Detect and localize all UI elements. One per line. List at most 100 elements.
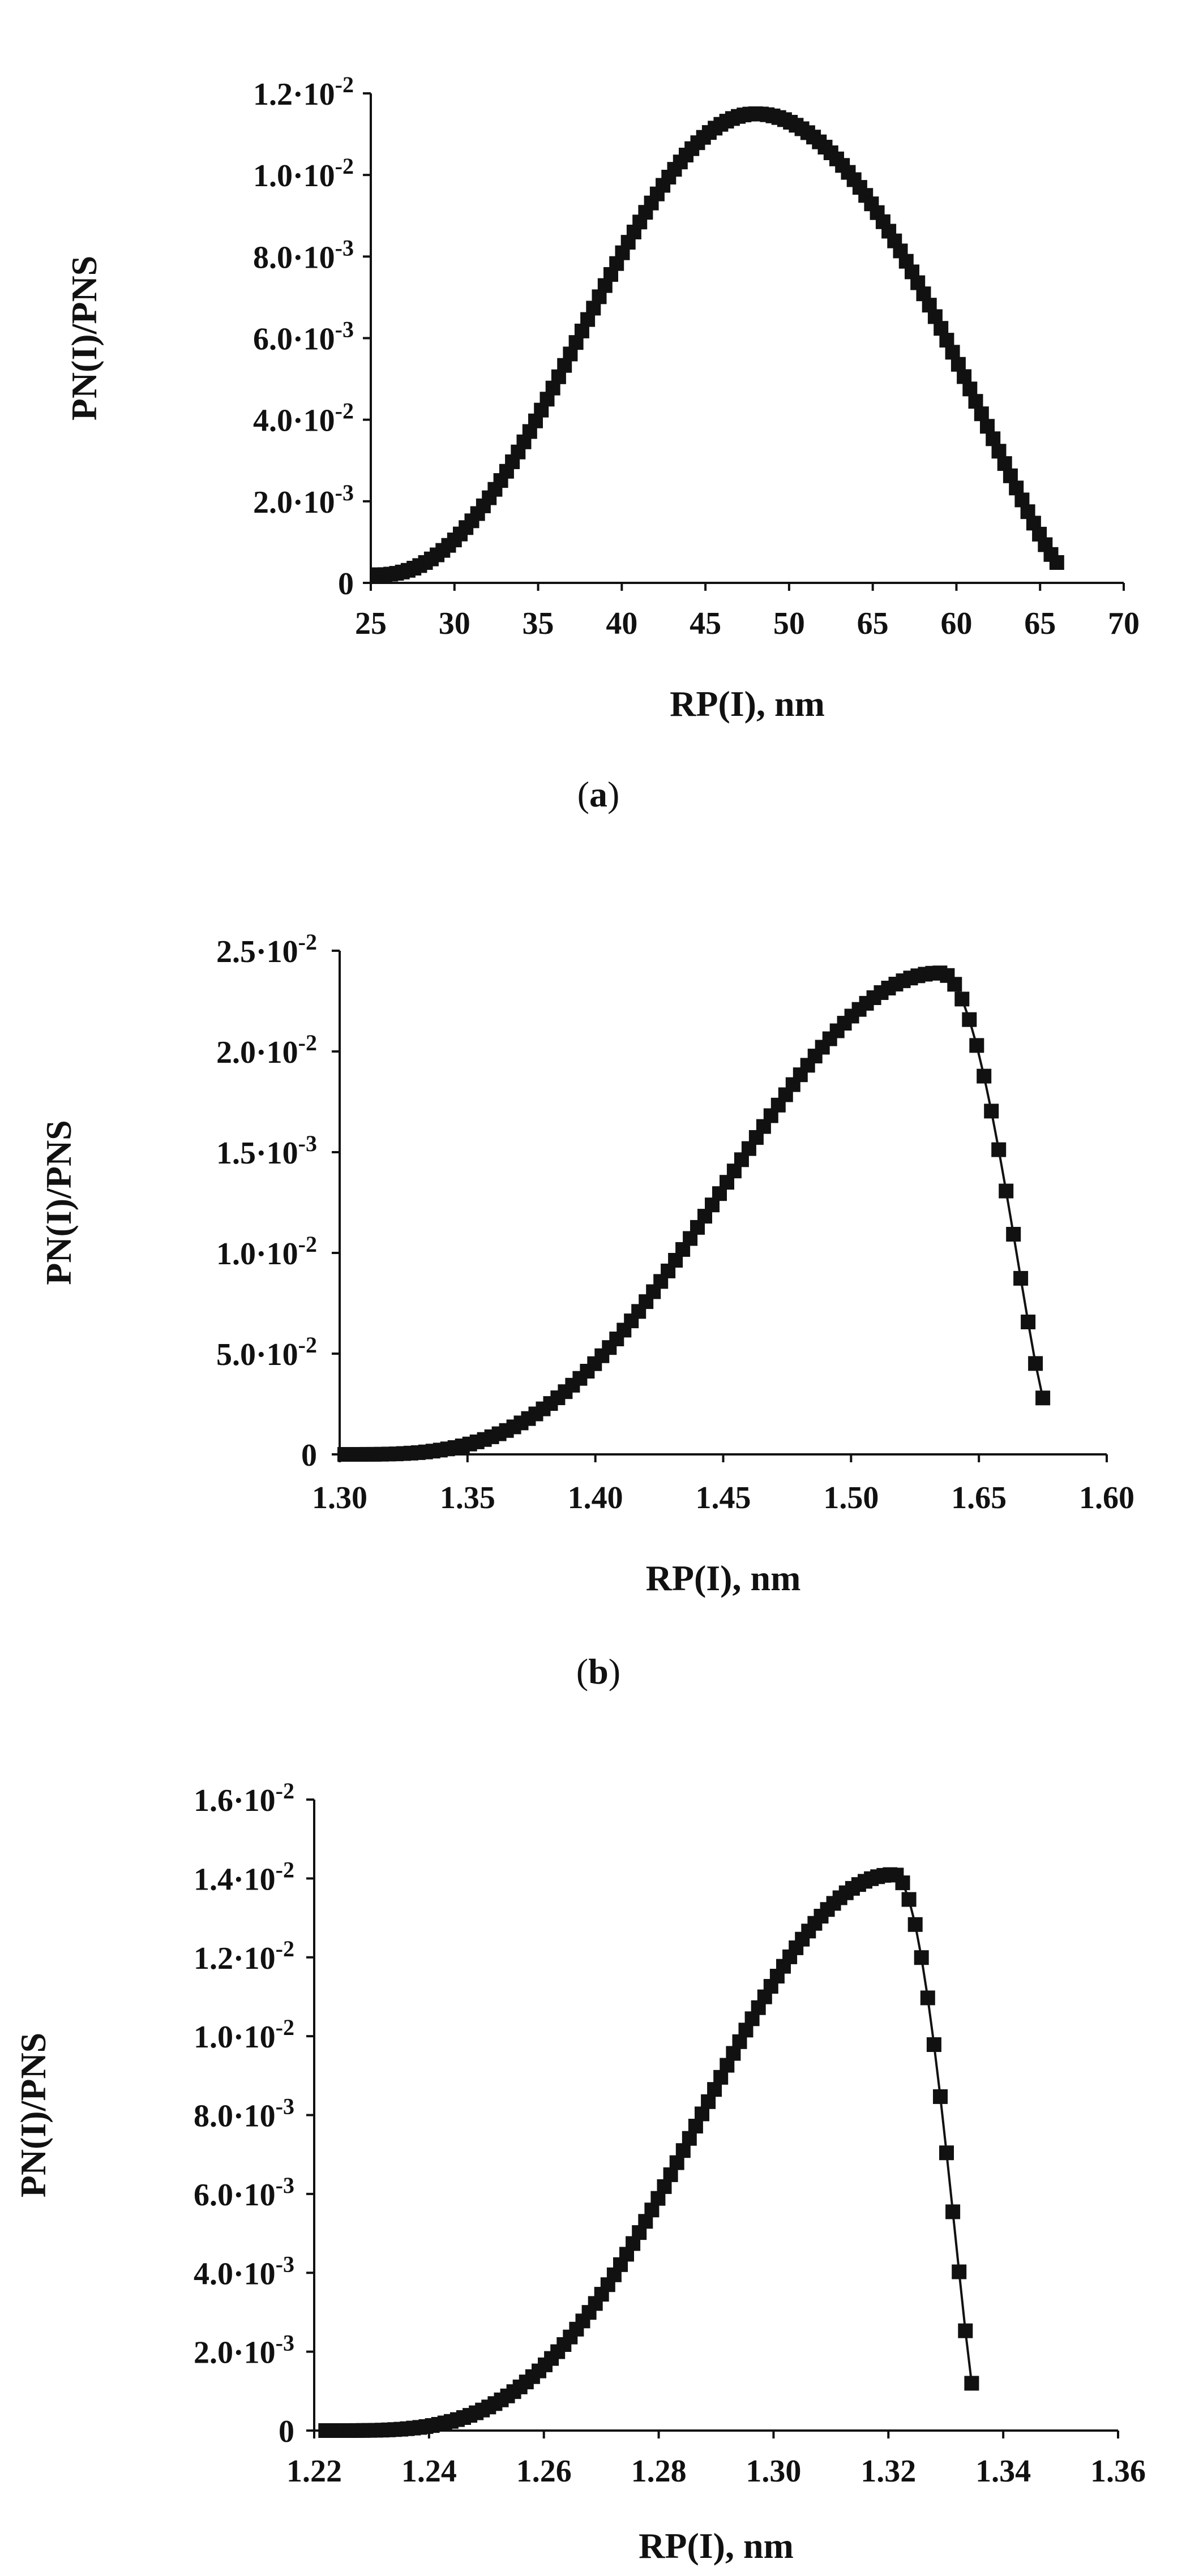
x-tick-label: 1.40 xyxy=(568,1480,623,1515)
series-line xyxy=(326,1873,973,2432)
data-point-marker xyxy=(984,1104,999,1119)
data-point-marker xyxy=(962,1012,977,1027)
y-tick-label: 1.2·10-2 xyxy=(253,72,354,112)
y-tick-label: 1.2·10-2 xyxy=(194,1936,294,1976)
y-tick-label: 1.5·10-3 xyxy=(216,1131,317,1171)
data-point-marker xyxy=(682,2131,697,2146)
data-point-marker xyxy=(991,444,1007,459)
x-tick-label: 1.32 xyxy=(860,2454,916,2489)
data-point-marker xyxy=(954,991,970,1007)
y-tick-label: 1.4·10-2 xyxy=(194,1857,294,1897)
x-tick-label: 1.60 xyxy=(1079,1480,1134,1515)
x-axis-title: RP(I), nm xyxy=(639,2526,794,2566)
y-tick-label: 8.0·10-3 xyxy=(253,235,354,275)
y-tick-label: 6.0·10-3 xyxy=(253,317,354,357)
caption-open-paren: ( xyxy=(577,774,589,814)
x-tick-label: 1.35 xyxy=(440,1480,495,1515)
data-point-marker xyxy=(907,1917,923,1932)
y-tick-label: 1.6·10-2 xyxy=(194,1778,294,1818)
y-tick-label: 1.0·10-2 xyxy=(253,153,354,194)
data-point-marker xyxy=(962,381,978,397)
data-point-marker xyxy=(957,369,972,384)
y-tick-label: 0 xyxy=(301,1438,317,1473)
x-tick-label: 60 xyxy=(940,606,972,641)
data-point-marker xyxy=(980,419,995,434)
caption-letter: a xyxy=(589,774,607,814)
caption-open-paren: ( xyxy=(576,1651,588,1691)
y-tick-label: 2.5·10-2 xyxy=(216,929,317,969)
data-point-marker xyxy=(939,2145,954,2161)
chart-panel-c: 1.22 1.24 1.26 1.28 1.30 1.32 1.34 1.36 0 2.0·10-… xyxy=(13,1778,1146,2566)
x-axis-title: RP(I), nm xyxy=(670,684,825,724)
x-tick-label: 1.24 xyxy=(401,2454,457,2489)
panel-caption: (a) xyxy=(577,774,620,814)
y-tick-label: 6.0·10-3 xyxy=(194,2173,294,2213)
x-tick-label: 1.30 xyxy=(312,1480,367,1515)
y-axis-title: PN(I)/PNS xyxy=(64,256,104,421)
data-point-marker xyxy=(964,2376,979,2391)
y-tick-label: 2.0·10-2 xyxy=(216,1030,317,1070)
x-tick-label: 1.34 xyxy=(975,2454,1031,2489)
data-point-marker xyxy=(950,357,966,372)
chart-panel-a: 25 30 35 40 45 50 65 60 65 70 0 2.0·10-3 4.0·10-2 6.0… xyxy=(64,72,1140,814)
y-tick-label: 8.0·10-3 xyxy=(194,2094,294,2134)
x-tick-label: 1.30 xyxy=(746,2454,801,2489)
x-axis-title: RP(I), nm xyxy=(646,1558,801,1598)
data-point-marker xyxy=(986,431,1001,446)
y-tick-label: 4.0·10-2 xyxy=(253,398,354,439)
data-point-marker xyxy=(1035,1390,1051,1406)
caption-close-paren: ) xyxy=(609,1651,620,1691)
data-point-marker xyxy=(926,2037,941,2052)
y-tick-label: 2.0·10-3 xyxy=(253,480,354,520)
x-tick-label: 65 xyxy=(857,606,889,641)
x-tick-label: 40 xyxy=(606,606,637,641)
series-line xyxy=(345,972,1044,1456)
y-axis-title: PN(I)/PNS xyxy=(38,1120,79,1285)
x-tick-label: 35 xyxy=(523,606,554,641)
x-tick-label: 65 xyxy=(1024,606,1056,641)
x-tick-label: 30 xyxy=(439,606,470,641)
data-point-marker xyxy=(947,977,962,992)
y-tick-label: 5.0·10-2 xyxy=(216,1332,317,1372)
data-point-marker xyxy=(945,2204,961,2219)
data-point-marker xyxy=(974,406,989,422)
data-point-marker xyxy=(958,2323,973,2338)
y-tick-label: 4.0·10-3 xyxy=(194,2251,294,2291)
x-tick-label: 1.22 xyxy=(286,2454,342,2489)
data-point-marker xyxy=(969,1038,984,1053)
data-point-marker xyxy=(895,1875,910,1891)
x-tick-label: 1.28 xyxy=(631,2454,687,2489)
data-point-marker xyxy=(1013,1270,1029,1286)
data-point-marker xyxy=(997,456,1012,471)
y-axis-title: PN(I)/PNS xyxy=(13,2033,53,2198)
y-tick-label: 1.0·10-2 xyxy=(216,1231,317,1272)
x-tick-label: 1.65 xyxy=(951,1480,1007,1515)
y-tick-label: 2.0·10-3 xyxy=(194,2330,294,2371)
x-tick-label: 70 xyxy=(1108,606,1140,641)
panel-caption: (b) xyxy=(576,1651,620,1691)
x-tick-label: 1.36 xyxy=(1090,2454,1146,2489)
chart-panel-b: 1.30 1.35 1.40 1.45 1.50 1.65 1.60 0 5.0·10-2 1.0… xyxy=(38,929,1134,1691)
data-point-marker xyxy=(1049,555,1064,570)
x-tick-label: 1.45 xyxy=(696,1480,751,1515)
x-tick-label: 45 xyxy=(690,606,721,641)
caption-letter: b xyxy=(588,1651,609,1691)
data-point-marker xyxy=(977,1068,992,1084)
y-tick-label: 0 xyxy=(279,2414,294,2449)
y-tick-label: 1.0·10-2 xyxy=(194,2015,294,2055)
data-point-marker xyxy=(1006,1227,1021,1242)
data-point-marker xyxy=(933,2089,948,2104)
data-point-marker xyxy=(999,1183,1014,1199)
x-tick-label: 1.50 xyxy=(823,1480,879,1515)
data-point-marker xyxy=(1028,1356,1043,1371)
data-point-marker xyxy=(920,1990,935,2006)
y-tick-label: 0 xyxy=(338,566,354,602)
x-tick-label: 1.26 xyxy=(516,2454,572,2489)
data-point-marker xyxy=(914,1950,929,1965)
x-tick-label: 25 xyxy=(355,606,387,641)
data-point-marker xyxy=(991,1142,1007,1157)
x-tick-label: 50 xyxy=(773,606,805,641)
caption-close-paren: ) xyxy=(607,774,619,814)
data-point-marker xyxy=(968,394,983,409)
